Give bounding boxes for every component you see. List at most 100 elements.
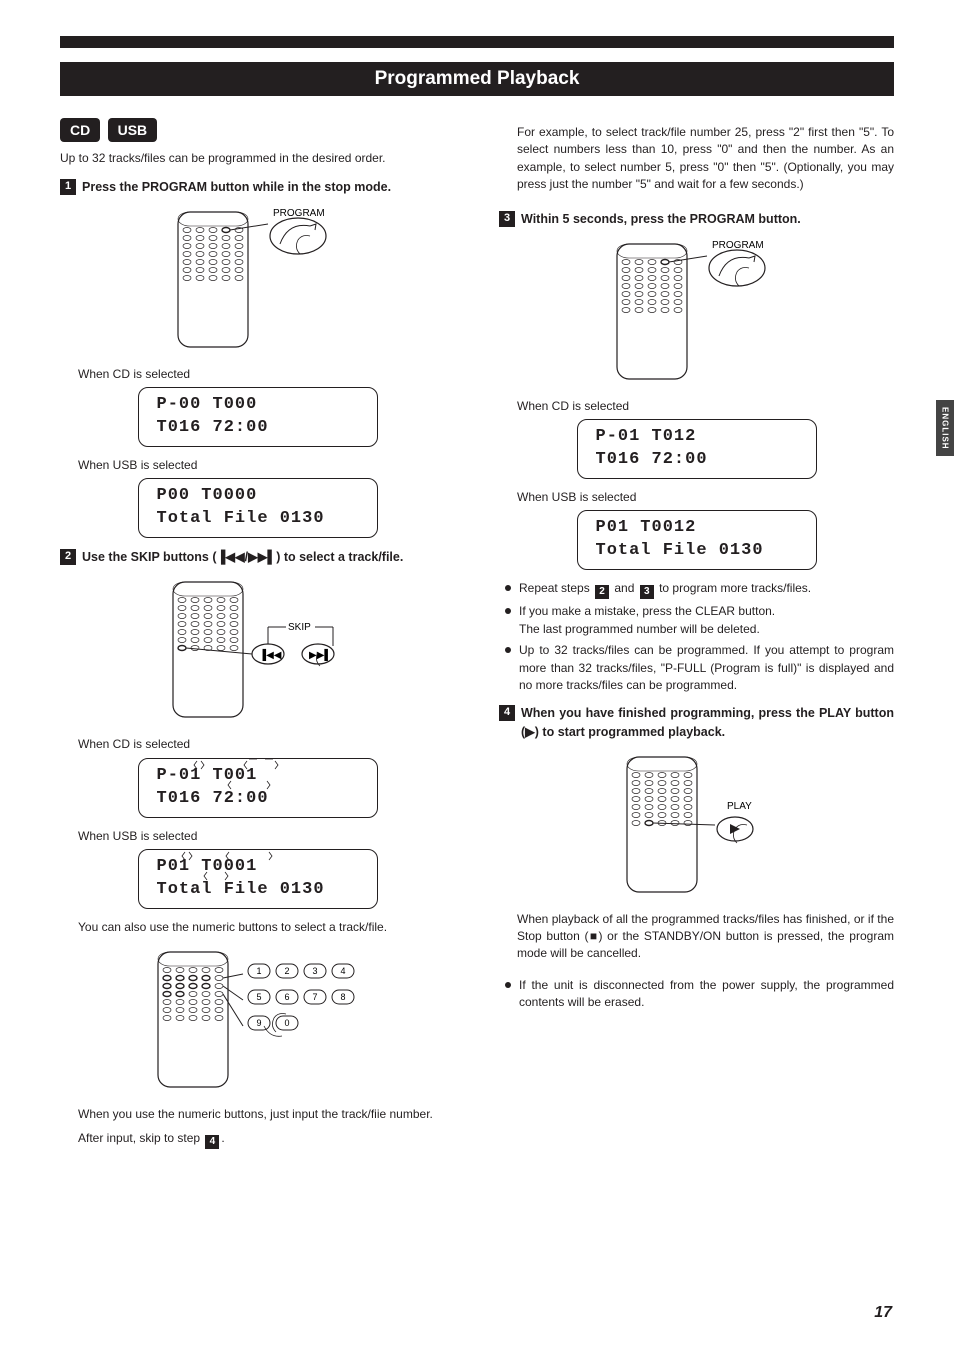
s4-l1: When you have finished programming, pres… bbox=[521, 706, 851, 720]
svg-text:8: 8 bbox=[340, 992, 345, 1002]
figure-remote-skip: SKIP ▐◀◀ ▶▶▌ bbox=[60, 574, 455, 724]
mode-badges: CD USB bbox=[60, 118, 455, 142]
s4-l2-post: ) to start programmed playback. bbox=[535, 725, 725, 739]
caption-cd-1: When CD is selected bbox=[78, 366, 455, 383]
bullet-dot-icon bbox=[505, 608, 511, 614]
bullet-repeat: Repeat steps 2 and 3 to program more tra… bbox=[505, 580, 894, 599]
example-text: For example, to select track/file number… bbox=[517, 124, 894, 194]
svg-text:9: 9 bbox=[256, 1018, 261, 1028]
lcd-cd-1-line2: T016 72:00 bbox=[157, 417, 353, 440]
b1-post: to program more tracks/files. bbox=[656, 581, 811, 595]
caption-usb-1: When USB is selected bbox=[78, 457, 455, 474]
bullet-mistake: If you make a mistake, press the CLEAR b… bbox=[505, 603, 894, 638]
step-2-text: Use the SKIP buttons (▐◀◀/▶▶▌) to select… bbox=[82, 548, 403, 566]
figure-remote-program-2: PROGRAM bbox=[499, 236, 894, 386]
svg-text:▶▶▌: ▶▶▌ bbox=[309, 648, 331, 662]
lcd-usb-3-line1: P01 T0012 bbox=[596, 517, 792, 540]
bullets-1: Repeat steps 2 and 3 to program more tra… bbox=[505, 580, 894, 694]
lcd-cd-2: P-01 T001 T016 72:00 bbox=[138, 758, 378, 818]
skip-prev-icon: ▐◀◀ bbox=[217, 550, 245, 564]
label-program-2: PROGRAM bbox=[712, 240, 764, 251]
svg-text:2: 2 bbox=[284, 966, 289, 976]
bullet-dot-icon bbox=[505, 647, 511, 653]
bottom-p2-post: . bbox=[221, 1131, 224, 1145]
badge-cd: CD bbox=[60, 118, 100, 142]
figure-remote-program: PROGRAM bbox=[60, 204, 455, 354]
bullet-dot-icon bbox=[505, 585, 511, 591]
intro-text: Up to 32 tracks/files can be programmed … bbox=[60, 150, 455, 167]
label-play: PLAY bbox=[727, 801, 752, 812]
skip-next-icon: ▶▶▌ bbox=[248, 550, 276, 564]
lcd-usb-3: P01 T0012 Total File 0130 bbox=[577, 510, 817, 570]
svg-text:0: 0 bbox=[284, 1018, 289, 1028]
bullet-disconnect-text: If the unit is disconnected from the pow… bbox=[519, 977, 894, 1012]
top-bar bbox=[60, 36, 894, 48]
figure-remote-numeric: 1 2 3 4 5 6 7 8 9 0 bbox=[60, 944, 455, 1094]
badge-usb: USB bbox=[108, 118, 158, 142]
step2-post: ) to select a track/file. bbox=[276, 550, 403, 564]
inline-step-4a: 4 bbox=[205, 1135, 219, 1149]
svg-text:1: 1 bbox=[256, 966, 261, 976]
step-3: 3 Within 5 seconds, press the PROGRAM bu… bbox=[499, 210, 894, 228]
lcd-usb-3-line2: Total File 0130 bbox=[596, 540, 792, 563]
lcd-usb-2: P01 T0001 Total File 0130 bbox=[138, 849, 378, 909]
play-icon: ▶ bbox=[525, 725, 535, 739]
step-3-text: Within 5 seconds, press the PROGRAM butt… bbox=[521, 210, 801, 228]
step2-pre: Use the SKIP buttons ( bbox=[82, 550, 217, 564]
lcd-usb-1: P00 T0000 Total File 0130 bbox=[138, 478, 378, 538]
after-play-text: When playback of all the programmed trac… bbox=[517, 911, 894, 963]
step-1-text: Press the PROGRAM button while in the st… bbox=[82, 178, 391, 196]
bullet-limit-text: Up to 32 tracks/files can be programmed.… bbox=[519, 642, 894, 694]
svg-text:5: 5 bbox=[256, 992, 261, 1002]
b2-l2: The last programmed number will be delet… bbox=[519, 622, 760, 636]
title-bar: Programmed Playback bbox=[60, 62, 894, 96]
bottom-para-2: After input, skip to step 4. bbox=[78, 1130, 455, 1149]
caption-cd-3: When CD is selected bbox=[517, 398, 894, 415]
step-number-1: 1 bbox=[60, 179, 76, 195]
bullet-repeat-text: Repeat steps 2 and 3 to program more tra… bbox=[519, 580, 811, 599]
lcd-cd-1-line1: P-00 T000 bbox=[157, 394, 353, 417]
bottom-p2-pre: After input, skip to step bbox=[78, 1131, 203, 1145]
svg-text:4: 4 bbox=[340, 966, 345, 976]
svg-text:7: 7 bbox=[312, 992, 317, 1002]
bottom-para-1: When you use the numeric buttons, just i… bbox=[78, 1106, 455, 1123]
left-column: CD USB Up to 32 tracks/files can be prog… bbox=[60, 118, 455, 1290]
lcd-cd-3: P-01 T012 T016 72:00 bbox=[577, 419, 817, 479]
caption-usb-3: When USB is selected bbox=[517, 489, 894, 506]
page-number: 17 bbox=[874, 1304, 892, 1322]
label-program: PROGRAM bbox=[273, 208, 325, 219]
numeric-note: You can also use the numeric buttons to … bbox=[78, 919, 455, 936]
bullets-2: If the unit is disconnected from the pow… bbox=[505, 977, 894, 1012]
step-number-2: 2 bbox=[60, 549, 76, 565]
bullet-limit: Up to 32 tracks/files can be programmed.… bbox=[505, 642, 894, 694]
figure-remote-play: PLAY bbox=[499, 749, 894, 899]
page-title: Programmed Playback bbox=[375, 68, 580, 90]
step-number-4: 4 bbox=[499, 705, 515, 721]
caption-usb-2: When USB is selected bbox=[78, 828, 455, 845]
caption-cd-2: When CD is selected bbox=[78, 736, 455, 753]
bullet-dot-icon bbox=[505, 982, 511, 988]
label-skip: SKIP bbox=[288, 622, 311, 633]
lcd-cd-1: P-00 T000 T016 72:00 bbox=[138, 387, 378, 447]
b2-l1: If you make a mistake, press the CLEAR b… bbox=[519, 604, 775, 618]
lcd-cd-3-line1: P-01 T012 bbox=[596, 426, 792, 449]
step-number-3: 3 bbox=[499, 211, 515, 227]
b1-mid: and bbox=[611, 581, 638, 595]
lcd-usb-1-line2: Total File 0130 bbox=[157, 508, 353, 531]
svg-text:▐◀◀: ▐◀◀ bbox=[259, 648, 282, 662]
language-tab: ENGLISH bbox=[936, 400, 954, 456]
columns: CD USB Up to 32 tracks/files can be prog… bbox=[60, 118, 894, 1290]
step-2: 2 Use the SKIP buttons (▐◀◀/▶▶▌) to sele… bbox=[60, 548, 455, 566]
b1-pre: Repeat steps bbox=[519, 581, 593, 595]
step-1: 1 Press the PROGRAM button while in the … bbox=[60, 178, 455, 196]
bullet-mistake-text: If you make a mistake, press the CLEAR b… bbox=[519, 603, 775, 638]
inline-step-3: 3 bbox=[640, 585, 654, 599]
inline-step-2: 2 bbox=[595, 585, 609, 599]
right-column: For example, to select track/file number… bbox=[499, 118, 894, 1290]
svg-text:3: 3 bbox=[312, 966, 317, 976]
bullet-disconnect: If the unit is disconnected from the pow… bbox=[505, 977, 894, 1012]
svg-text:6: 6 bbox=[284, 992, 289, 1002]
step-4-text: When you have finished programming, pres… bbox=[521, 704, 894, 740]
lcd-usb-1-line1: P00 T0000 bbox=[157, 485, 353, 508]
step-4: 4 When you have finished programming, pr… bbox=[499, 704, 894, 740]
